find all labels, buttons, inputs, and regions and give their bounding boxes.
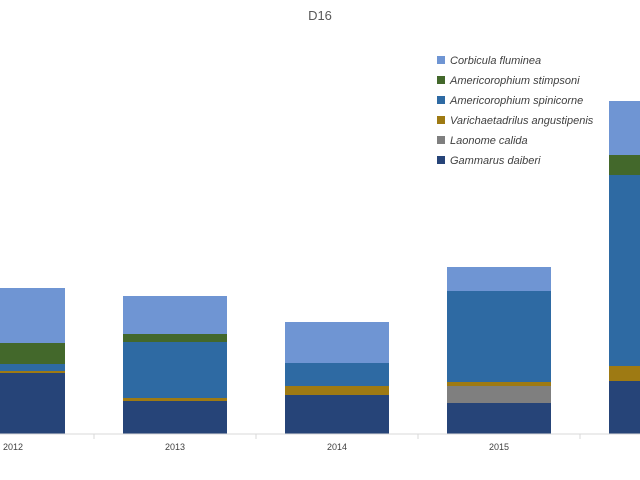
bar-segment (609, 175, 640, 366)
legend-label: Varichaetadrilus angustipenis (450, 115, 594, 127)
x-tick-labels: 2012 2013 2014 2015 (3, 442, 509, 452)
bar-segment (285, 322, 389, 363)
legend-item: Laonome calida (437, 135, 528, 147)
legend-item: Corbicula fluminea (437, 55, 541, 67)
legend-label: Americorophium stimpsoni (449, 75, 580, 87)
chart-title: D16 (308, 8, 332, 23)
x-tick-label: 2012 (3, 442, 23, 452)
bar-segment (447, 403, 551, 434)
bar-segment (447, 291, 551, 382)
bar-segment (0, 364, 65, 371)
bar-segment (447, 382, 551, 386)
legend-swatch (437, 76, 445, 84)
bar-segment (285, 386, 389, 395)
bar-segment (0, 343, 65, 364)
bar-segment (123, 398, 227, 401)
bar-segment (447, 386, 551, 403)
bar-segment (609, 101, 640, 155)
bar-segment (609, 155, 640, 175)
x-tick-marks (93, 434, 581, 439)
legend-swatch (437, 56, 445, 64)
x-tick-label: 2013 (165, 442, 185, 452)
legend-item: Gammarus daiberi (437, 155, 541, 167)
legend: Corbicula fluminea Americorophium stimpso… (437, 55, 594, 167)
legend-swatch (437, 156, 445, 164)
x-tick-label: 2014 (327, 442, 347, 452)
legend-swatch (437, 116, 445, 124)
bar-segment (0, 288, 65, 343)
legend-label: Laonome calida (450, 135, 528, 147)
legend-label: Gammarus daiberi (450, 155, 541, 167)
bar-segment (609, 366, 640, 381)
bar-segment (609, 381, 640, 434)
bar-segment (447, 267, 551, 291)
bar-segment (123, 296, 227, 334)
legend-item: Varichaetadrilus angustipenis (437, 115, 594, 127)
bar-segment (123, 334, 227, 342)
bar-segment (0, 371, 65, 373)
legend-label: Corbicula fluminea (450, 55, 541, 67)
legend-item: Americorophium stimpsoni (437, 75, 580, 87)
bar-segment (123, 401, 227, 434)
bar-segment (285, 363, 389, 386)
legend-swatch (437, 96, 445, 104)
bar-segment (123, 342, 227, 398)
bars-layer (0, 101, 640, 434)
legend-swatch (437, 136, 445, 144)
legend-label: Americorophium spinicorne (449, 95, 583, 107)
bar-segment (285, 395, 389, 434)
bar-segment (0, 373, 65, 434)
x-tick-label: 2015 (489, 442, 509, 452)
legend-item: Americorophium spinicorne (437, 95, 583, 107)
